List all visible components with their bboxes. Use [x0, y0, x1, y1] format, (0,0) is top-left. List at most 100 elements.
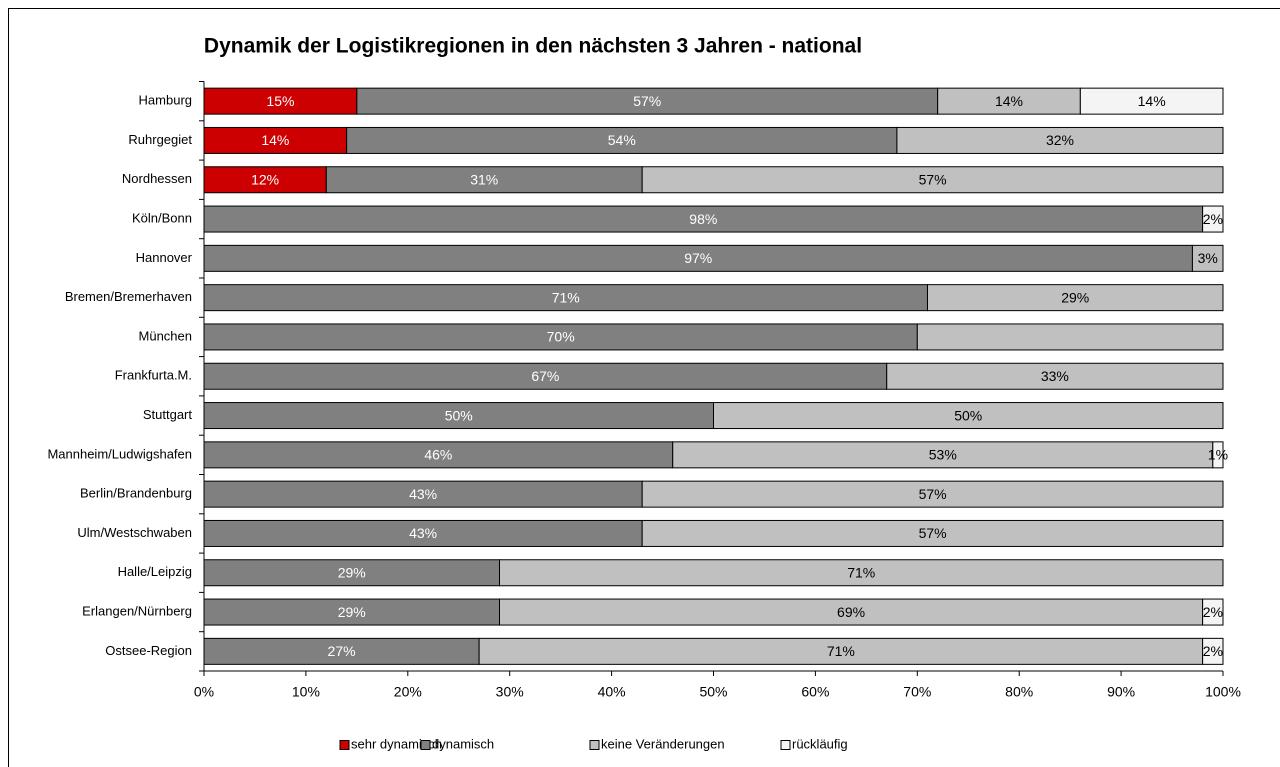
- data-label: 14%: [261, 132, 289, 148]
- y-tick-label: Hannover: [136, 250, 193, 265]
- data-label: 57%: [919, 486, 947, 502]
- bar-segment: [478, 637, 1204, 665]
- data-label: 2%: [1203, 604, 1223, 620]
- bar-segment: [356, 87, 939, 115]
- y-tick-label: Mannheim/Ludwigshafen: [47, 446, 192, 461]
- bar-segment: [896, 126, 1224, 154]
- bar-segment: [499, 559, 1224, 587]
- bar-segment: [203, 87, 358, 115]
- bar-segment: [346, 126, 898, 154]
- y-tick-label: München: [139, 328, 192, 343]
- data-label: 15%: [266, 93, 294, 109]
- data-label: 12%: [251, 171, 279, 187]
- x-tick-label: 70%: [903, 684, 931, 700]
- bar-segment: [1212, 441, 1224, 469]
- data-label: 32%: [1046, 132, 1074, 148]
- bar-segment: [1202, 598, 1224, 626]
- y-tick-label: Erlangen/Nürnberg: [82, 603, 192, 618]
- data-label: 2%: [1203, 643, 1223, 659]
- data-label: 98%: [689, 211, 717, 227]
- data-label: 71%: [552, 289, 580, 305]
- legend-swatch: [420, 740, 431, 750]
- bar-segment: [1191, 244, 1224, 272]
- bar-segment: [499, 598, 1204, 626]
- legend-swatch: [780, 740, 791, 750]
- x-tick-label: 50%: [699, 684, 727, 700]
- legend-swatch: [339, 740, 350, 750]
- y-tick-label: Köln/Bonn: [132, 210, 192, 225]
- data-label: 53%: [929, 447, 957, 463]
- legend-label: rückläufig: [792, 736, 848, 751]
- y-tick-label: Nordhessen: [122, 171, 192, 186]
- data-label: 54%: [608, 132, 636, 148]
- data-label: 57%: [919, 525, 947, 541]
- y-tick-label: Hamburg: [139, 93, 192, 108]
- y-tick-label: Berlin/Brandenburg: [80, 486, 192, 501]
- data-label: 2%: [1203, 211, 1223, 227]
- data-label: 3%: [1198, 250, 1218, 266]
- data-label: 31%: [470, 171, 498, 187]
- x-tick-label: 90%: [1107, 684, 1135, 700]
- x-tick-label: 40%: [598, 684, 626, 700]
- data-label: 57%: [919, 171, 947, 187]
- bar-segment: [641, 519, 1224, 547]
- y-tick-label: Stuttgart: [143, 407, 193, 422]
- data-label: 71%: [847, 564, 875, 580]
- bar-segment: [203, 480, 643, 508]
- x-tick-label: 0%: [194, 684, 214, 700]
- data-label: 43%: [409, 486, 437, 502]
- bar-segment: [203, 598, 501, 626]
- y-tick-label: Bremen/Bremerhaven: [65, 289, 192, 304]
- data-label: 46%: [424, 447, 452, 463]
- data-label: 50%: [954, 407, 982, 423]
- data-label: 29%: [338, 604, 366, 620]
- bar-segment: [641, 166, 1224, 194]
- bar-segment: [203, 441, 674, 469]
- bar-segment: [916, 323, 1224, 351]
- data-label: 27%: [328, 643, 356, 659]
- data-label: 70%: [547, 329, 575, 345]
- y-tick-label: Ulm/Westschwaben: [77, 525, 192, 540]
- data-label: 33%: [1041, 368, 1069, 384]
- bar-segment: [1202, 205, 1224, 233]
- legend-swatch: [589, 740, 600, 750]
- bar-segment: [1079, 87, 1224, 115]
- bar-segment: [641, 480, 1224, 508]
- bar-segment: [713, 402, 1224, 430]
- data-label: 14%: [995, 93, 1023, 109]
- bar-segment: [203, 402, 714, 430]
- bar-segment: [203, 323, 918, 351]
- bar-segment: [325, 166, 643, 194]
- bar-segment: [203, 244, 1193, 272]
- y-tick-label: Frankfurta.M.: [115, 368, 192, 383]
- data-label: 69%: [837, 604, 865, 620]
- x-tick-label: 20%: [394, 684, 422, 700]
- data-label: 14%: [1138, 93, 1166, 109]
- data-label: 97%: [684, 250, 712, 266]
- bar-segment: [203, 362, 888, 390]
- bar-segment: [203, 559, 501, 587]
- bar-segment: [203, 519, 643, 547]
- bar-segment: [203, 166, 327, 194]
- bar-segment: [672, 441, 1214, 469]
- legend-label: dynamisch: [432, 736, 494, 751]
- chart-border: [8, 8, 1280, 767]
- x-tick-label: 10%: [292, 684, 320, 700]
- x-tick-label: 60%: [801, 684, 829, 700]
- y-tick-label: Ostsee-Region: [105, 643, 192, 658]
- y-tick-label: Halle/Leipzig: [118, 564, 192, 579]
- data-label: 71%: [827, 643, 855, 659]
- legend-label: keine Veränderungen: [601, 736, 725, 751]
- bar-segment: [886, 362, 1224, 390]
- x-tick-label: 100%: [1205, 684, 1241, 700]
- data-label: 29%: [338, 564, 366, 580]
- data-label: 50%: [445, 407, 473, 423]
- data-label: 43%: [409, 525, 437, 541]
- data-label: 1%: [1208, 447, 1228, 463]
- bar-segment: [203, 205, 1204, 233]
- x-tick-label: 30%: [496, 684, 524, 700]
- bar-segment: [203, 284, 928, 312]
- x-tick-label: 80%: [1005, 684, 1033, 700]
- legend-label: sehr dynamisch: [351, 736, 442, 751]
